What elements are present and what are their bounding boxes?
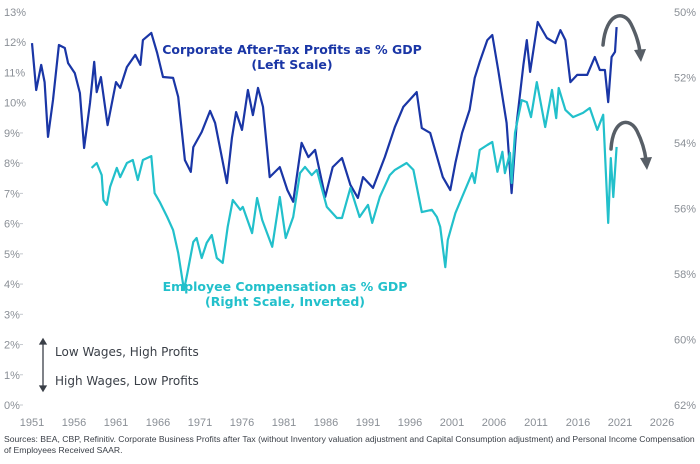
x-tick-label: 1966 xyxy=(146,417,170,429)
up-down-arrow-icon xyxy=(38,337,48,393)
x-tick-label: 1971 xyxy=(188,417,212,429)
right-tick-label: 62% xyxy=(674,400,696,412)
source-note: Sources: BEA, CBP, Refinitiv. Corporate … xyxy=(4,434,695,455)
right-tick-label: 56% xyxy=(674,204,696,216)
left-tick-label: 4% xyxy=(4,279,20,291)
x-tick-label: 1956 xyxy=(62,417,86,429)
x-tick-label: 2021 xyxy=(608,417,632,429)
left-tick-label: 11% xyxy=(4,67,25,79)
left-tick-label: 9% xyxy=(4,128,20,140)
right-tick-label: 50% xyxy=(674,7,696,19)
profits-series-sublabel: (Left Scale) xyxy=(251,57,332,72)
x-tick-label: 1991 xyxy=(356,417,380,429)
x-tick-label: 1981 xyxy=(272,417,296,429)
compensation-decline-arrow-icon xyxy=(609,120,652,170)
right-tick-label: 54% xyxy=(674,138,696,150)
profits-decline-arrow-icon xyxy=(601,14,646,62)
compensation-series-label: Employee Compensation as % GDP xyxy=(163,279,408,294)
right-tick-label: 60% xyxy=(674,335,696,347)
left-tick-label: 0% xyxy=(4,400,20,412)
x-tick-label: 1951 xyxy=(20,417,44,429)
x-tick-label: 2026 xyxy=(650,417,674,429)
left-tick-label: 2% xyxy=(4,340,20,352)
left-tick-label: 10% xyxy=(4,98,26,110)
x-tick-label: 2016 xyxy=(566,417,590,429)
x-tick-label: 1961 xyxy=(104,417,128,429)
series-lines xyxy=(30,20,618,292)
x-tick-label: 2006 xyxy=(482,417,506,429)
high-wages-low-profits-label: High Wages, Low Profits xyxy=(55,374,199,388)
x-tick-label: 2011 xyxy=(524,417,548,429)
left-tick-label: 12% xyxy=(4,37,26,49)
left-tick-label: 3% xyxy=(4,309,20,321)
x-tick-label: 1996 xyxy=(398,417,422,429)
left-tick-label: 8% xyxy=(4,158,20,170)
right-tick-label: 58% xyxy=(674,269,696,281)
left-tick-label: 13% xyxy=(4,7,26,19)
profits-line xyxy=(30,20,618,203)
chart: 0%1%2%3%4%5%6%7%8%9%10%11%12%13% 50%52%5… xyxy=(4,7,696,429)
x-tick-label: 2001 xyxy=(440,417,464,429)
left-tick-label: 7% xyxy=(4,188,20,200)
right-tick-label: 52% xyxy=(674,73,696,85)
low-wages-high-profits-label: Low Wages, High Profits xyxy=(55,345,199,359)
compensation-series-sublabel: (Right Scale, Inverted) xyxy=(205,294,365,309)
x-axis-ticks: 1951 1956 1961 1966 1971 1976 1981 1986 1991 1996… xyxy=(20,417,674,429)
profits-series-label: Corporate After-Tax Profits as % GDP xyxy=(162,42,422,57)
right-axis-ticks: 50% 52% 54% 56% 58% 60% 62% xyxy=(674,7,696,412)
compensation-line xyxy=(90,81,618,292)
left-tick-label: 5% xyxy=(4,249,20,261)
left-tick-label: 6% xyxy=(4,219,20,231)
x-tick-label: 1976 xyxy=(230,417,254,429)
x-tick-label: 1986 xyxy=(314,417,338,429)
left-axis-ticks: 0% 1% 2% 3% 4% 5% 6% 7% 8% 9% 10% 11% 12% 13% xyxy=(4,7,26,412)
left-tick-label: 1% xyxy=(4,370,20,382)
